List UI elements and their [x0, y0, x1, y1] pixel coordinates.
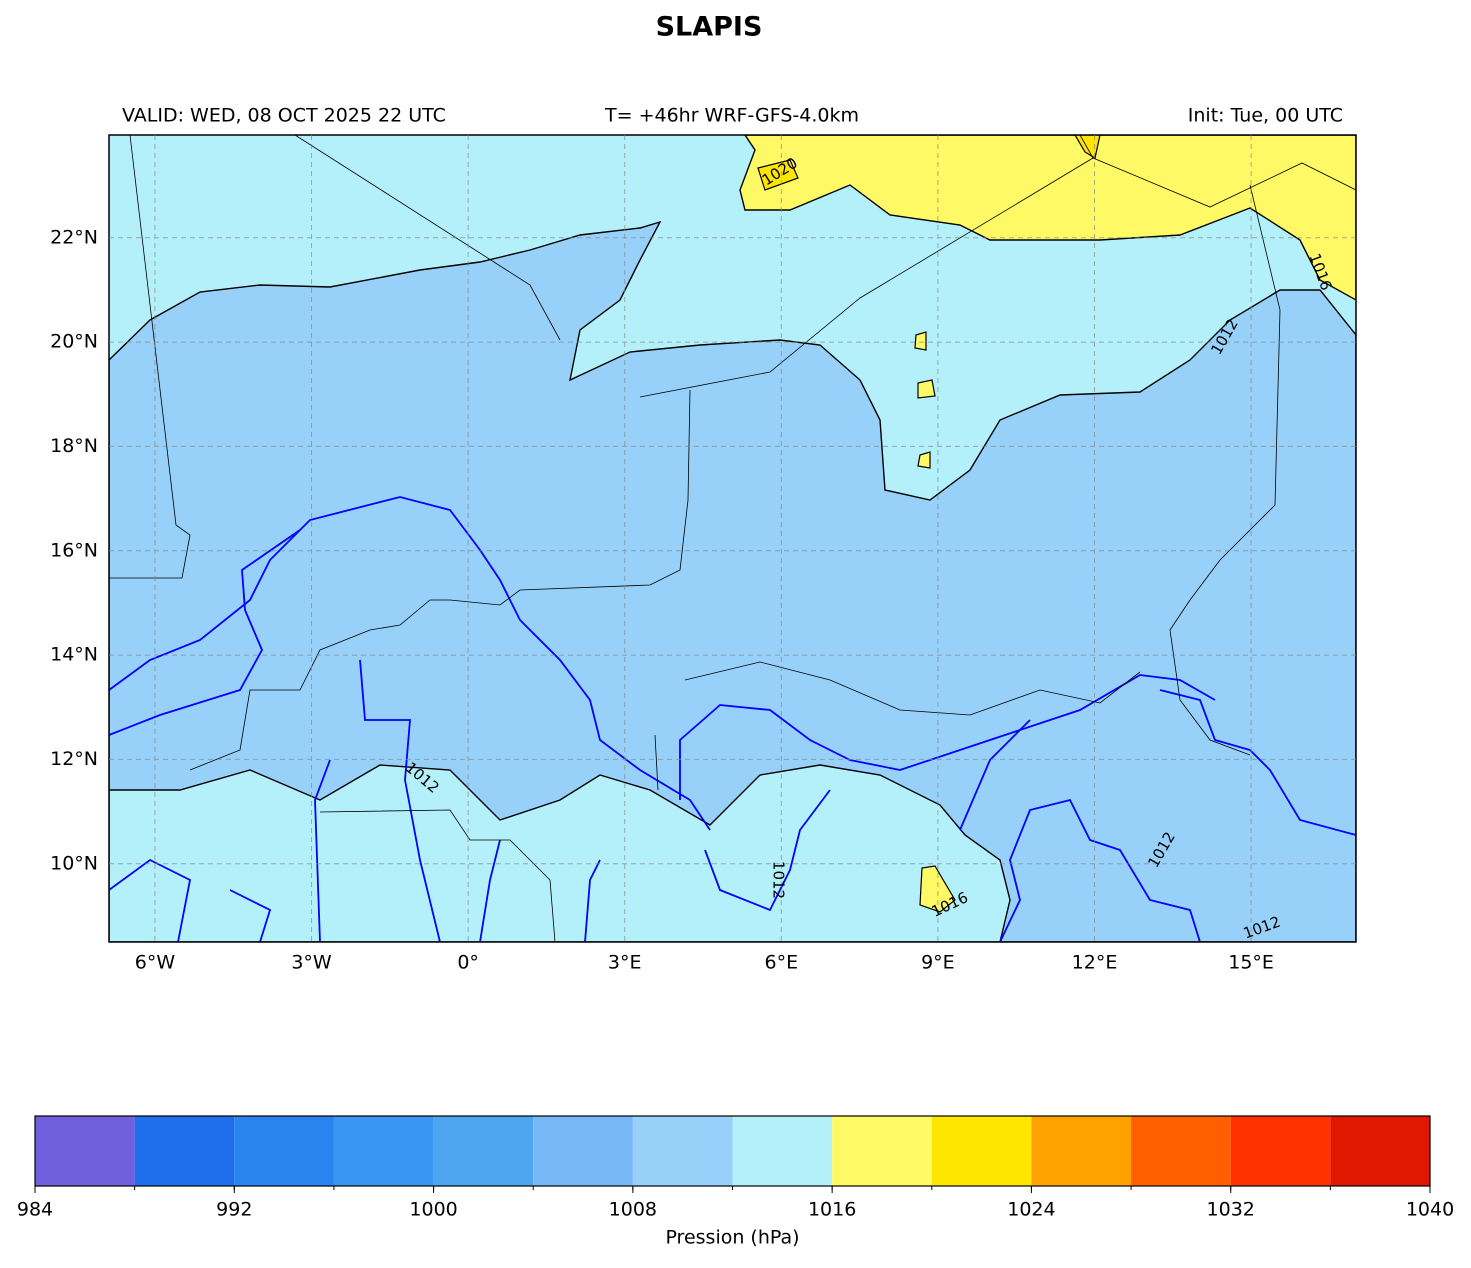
field-1020-1024 [757, 135, 1101, 191]
lon-label: 3°E [608, 952, 642, 974]
isobar [679, 674, 1216, 800]
lat-label: 18°N [50, 435, 98, 457]
valid-time: VALID: WED, 08 OCT 2025 22 UTC [122, 105, 446, 127]
colorbar-bin [1330, 1116, 1430, 1186]
colorbar-bin [1031, 1116, 1132, 1186]
colorbar-bin [1131, 1116, 1231, 1186]
run-info: T= +46hr WRF-GFS-4.0km [604, 105, 859, 127]
colorbar-bin [333, 1116, 434, 1186]
colorbar-tick-label: 1024 [1007, 1199, 1055, 1221]
borders [109, 135, 1356, 942]
colorbar-tick-label: 1032 [1207, 1199, 1255, 1221]
map-frame [108, 134, 1357, 943]
colorbar-bin [234, 1116, 334, 1186]
lat-label: 12°N [50, 748, 98, 770]
contour-label: 1012 [770, 861, 788, 899]
map [109, 135, 1356, 942]
colorbar-tick-label: 984 [17, 1199, 53, 1221]
colorbar-label: Pression (hPa) [665, 1227, 799, 1249]
title: SLAPIS [656, 12, 763, 43]
colorbar-tick-label: 1040 [1406, 1199, 1454, 1221]
isobar [109, 529, 301, 736]
lat-label: 14°N [50, 644, 98, 666]
isobars [109, 496, 1356, 942]
colorbar-tick-label: 992 [216, 1199, 252, 1221]
lat-label: 22°N [50, 226, 98, 248]
border [109, 135, 191, 579]
lon-label: 3°W [291, 952, 332, 974]
isobar [1159, 689, 1356, 836]
lon-label: 6°E [765, 952, 799, 974]
field-1008-1012 [109, 220, 1356, 942]
colorbar-bin [35, 1116, 135, 1186]
lon-label: 0° [457, 952, 479, 974]
border [189, 184, 1281, 942]
colorbar-tick-label: 1016 [808, 1199, 856, 1221]
field-1016-1020 [739, 135, 1356, 301]
colorbar-bin [732, 1116, 833, 1186]
colorbar-bin [533, 1116, 633, 1186]
colorbar-bin [632, 1116, 733, 1186]
colorbar-tick-label: 1000 [409, 1199, 457, 1221]
lon-label: 6°W [135, 952, 176, 974]
lon-label: 12°E [1072, 952, 1118, 974]
field-1016-1020 [914, 331, 956, 913]
init-time: Init: Tue, 00 UTC [1188, 105, 1343, 127]
isobar [109, 659, 1201, 942]
colorbar-bin [931, 1116, 1032, 1186]
lat-label: 20°N [50, 331, 98, 353]
lat-label: 10°N [50, 852, 98, 874]
graticule [109, 135, 1356, 942]
colorbar-bin [433, 1116, 534, 1186]
lon-label: 9°E [921, 952, 955, 974]
lat-label: 16°N [50, 539, 98, 561]
field-1012-1016-south [109, 764, 1011, 942]
lon-label: 15°E [1228, 952, 1274, 974]
colorbar-tick-label: 1008 [609, 1199, 657, 1221]
colorbar-bin [1230, 1116, 1331, 1186]
colorbar-bin [134, 1116, 235, 1186]
colorbar-bin [832, 1116, 932, 1186]
isobar [109, 496, 711, 831]
border [294, 135, 1356, 398]
